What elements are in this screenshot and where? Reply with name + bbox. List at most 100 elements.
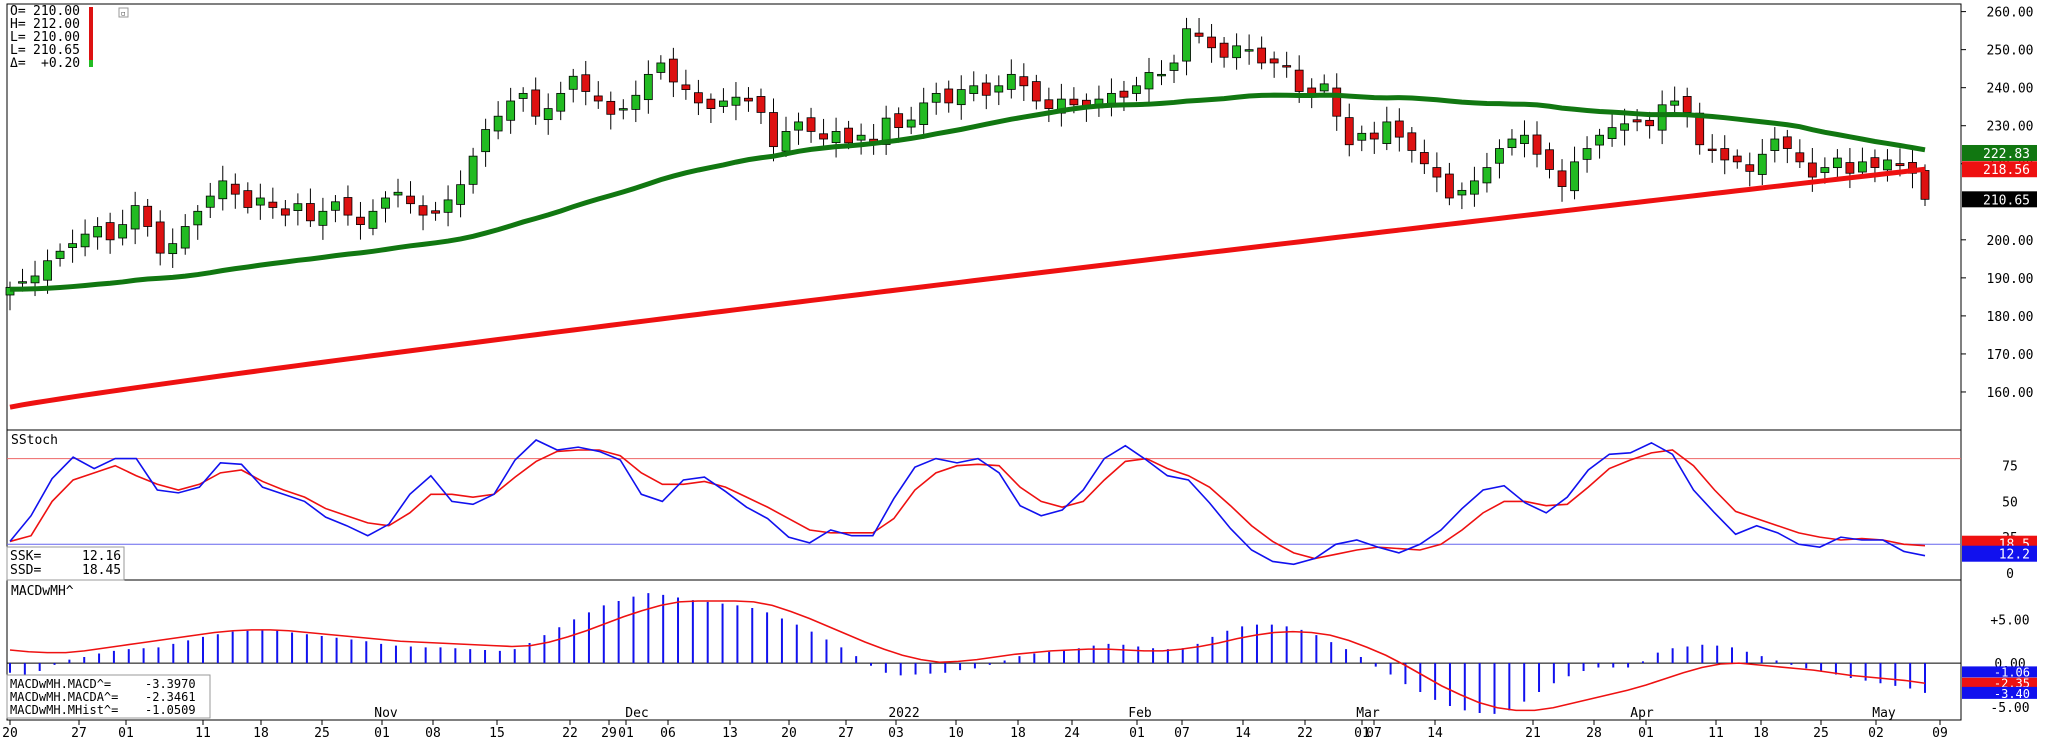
macd-label-1-box xyxy=(1962,666,2037,678)
price-candle-body xyxy=(80,233,90,248)
price-candle-body xyxy=(568,75,578,90)
price-candle-body xyxy=(1269,58,1279,64)
price-ma-green-line xyxy=(9,92,1926,292)
macd-readout-macd-label: MACDwMH.MACD^= xyxy=(10,677,111,691)
price-candle-body xyxy=(118,224,128,239)
x-tick-label: 22 xyxy=(562,726,578,741)
macd-readout-macda-value: -2.3461 xyxy=(145,690,196,704)
price-ma-red-value-box xyxy=(1962,161,2037,178)
price-candle-body xyxy=(781,131,791,152)
price-candle-body xyxy=(230,183,240,195)
x-tick-label: 06 xyxy=(660,726,676,741)
price-candle-body xyxy=(1294,69,1304,92)
price-candle-body xyxy=(468,155,478,185)
x-month-label: Apr xyxy=(1630,706,1654,721)
x-tick-label: 09 xyxy=(1932,726,1948,741)
macd-readout-macd-value: -3.3970 xyxy=(145,677,196,691)
readout-low-label: L= xyxy=(10,30,26,45)
stoch-readout-box xyxy=(6,546,125,581)
x-month-label: Feb xyxy=(1128,706,1152,721)
price-candle-body xyxy=(218,180,228,200)
x-month-label: Dec xyxy=(625,706,648,721)
x-tick-label: 03 xyxy=(888,726,904,741)
x-tick-label: 20 xyxy=(781,726,797,741)
x-tick-label: 18 xyxy=(1010,726,1026,741)
stoch-title: SStoch xyxy=(11,433,58,448)
price-candle-body xyxy=(1232,45,1242,59)
stoch-series-line xyxy=(9,449,1926,560)
readout-change-value: +0.20 xyxy=(41,56,80,71)
price-ma-green-value-label: 222.83 xyxy=(1983,147,2030,162)
price-candle-body xyxy=(1344,117,1354,146)
x-tick-label: 25 xyxy=(314,726,330,741)
price-candle-body xyxy=(969,85,979,94)
price-candle-body xyxy=(819,133,828,140)
price-ytick-label: 250.00 xyxy=(1987,44,2034,59)
price-ma-green-value-box xyxy=(1962,144,2037,161)
price-candle-body xyxy=(1219,42,1229,58)
macd-label-2-box xyxy=(1962,677,2037,689)
price-candle-body xyxy=(643,73,653,101)
price-candle-body xyxy=(193,210,203,226)
price-candle-body xyxy=(1795,152,1805,163)
x-tick-label: 28 xyxy=(1586,726,1602,741)
price-ytick-label: 180.00 xyxy=(1987,310,2034,325)
price-candle-body xyxy=(831,131,841,143)
stoch-ytick-label: 0 xyxy=(2006,567,2014,582)
price-candle-body xyxy=(1682,96,1692,113)
price-candle-body xyxy=(1282,65,1292,68)
stoch-ssd-label: SSD= xyxy=(10,563,41,578)
x-month-label: Mar xyxy=(1356,706,1380,721)
price-candle-body xyxy=(1520,134,1529,144)
price-candle-body xyxy=(681,84,691,90)
price-candle-body xyxy=(994,85,1004,93)
price-candle-body xyxy=(1069,98,1079,106)
x-tick-label: 11 xyxy=(195,726,211,741)
price-candle-body xyxy=(1782,136,1792,149)
price-ytick-label: 240.00 xyxy=(1987,82,2034,97)
price-candle-body xyxy=(618,108,628,111)
readout-last-value: 210.65 xyxy=(33,43,80,58)
stoch-ssd-value: 18.45 xyxy=(82,563,121,578)
price-candle-body xyxy=(756,96,766,113)
price-candle-body xyxy=(43,260,52,281)
readout-bar-red xyxy=(89,7,93,67)
price-candle-body xyxy=(944,88,954,104)
price-candle-body xyxy=(1044,99,1054,109)
price-candle-body xyxy=(1707,148,1717,152)
price-candle-body xyxy=(1144,72,1154,90)
price-candle-body xyxy=(1832,157,1842,169)
price-candle-body xyxy=(431,210,440,214)
price-last-value-label: 210.65 xyxy=(1983,193,2030,208)
price-candle-body xyxy=(481,129,491,153)
x-month-label: 2022 xyxy=(888,706,919,721)
price-candle-body xyxy=(1457,189,1467,196)
price-candle-body xyxy=(593,95,603,102)
panel-toggle-icon[interactable] xyxy=(118,7,129,18)
readout-last-label: L= xyxy=(10,43,26,58)
price-candle-body xyxy=(543,108,553,121)
price-candle-body xyxy=(506,100,516,121)
price-candle-body xyxy=(1244,49,1254,52)
price-candle-body xyxy=(1895,163,1905,167)
readout-open-label: O= xyxy=(10,4,26,19)
x-tick-label: 07 xyxy=(1366,726,1382,741)
stoch-ssk-value: 12.16 xyxy=(82,549,121,564)
price-candle-body xyxy=(293,203,303,211)
price-candle-body xyxy=(1470,180,1479,195)
stoch-panel: 755025018.512.2 xyxy=(7,439,2037,582)
price-candle-body xyxy=(1720,148,1730,161)
price-candle-body xyxy=(1432,167,1442,178)
price-candle-body xyxy=(493,115,503,132)
price-candle-body xyxy=(205,195,215,208)
x-month-label: May xyxy=(1872,706,1896,721)
price-candle-body xyxy=(1620,123,1630,131)
price-candle-body xyxy=(68,243,77,248)
price-candle-body xyxy=(30,275,40,284)
price-candle-body xyxy=(1257,47,1267,64)
price-candle-body xyxy=(1019,76,1029,87)
price-candle-body xyxy=(255,197,265,206)
x-tick-label: 27 xyxy=(71,726,87,741)
x-tick-label: 01 xyxy=(1354,726,1370,741)
